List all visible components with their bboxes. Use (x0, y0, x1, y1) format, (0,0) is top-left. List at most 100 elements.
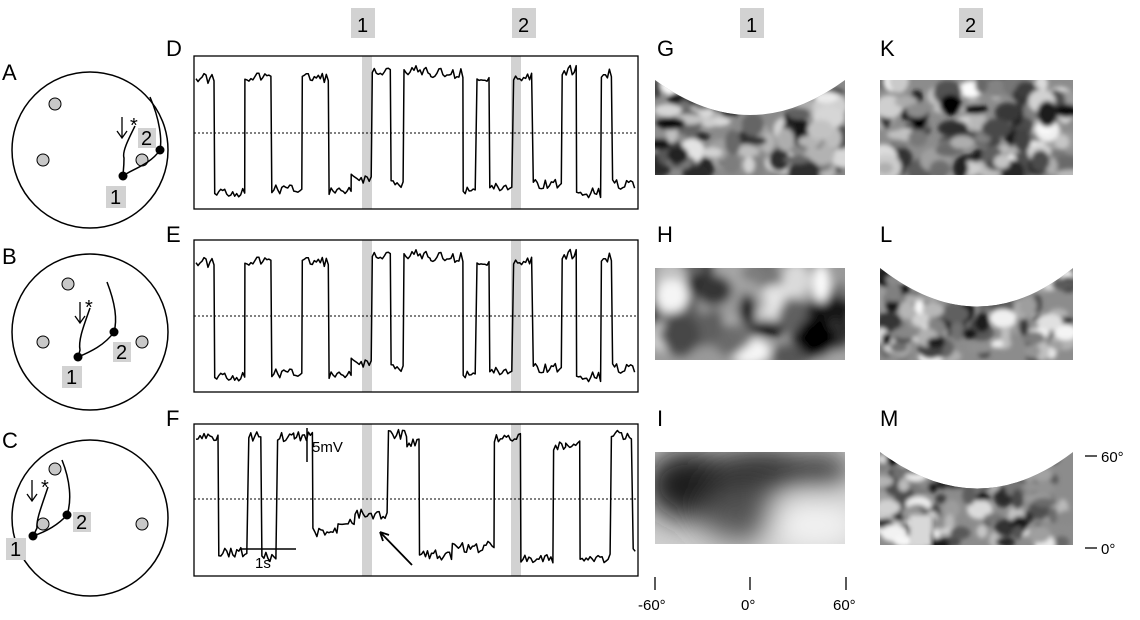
texture-patch (980, 286, 996, 302)
azimuth-tick-60: 60° (833, 597, 856, 614)
texture-patch (931, 537, 950, 545)
texture-patch (702, 96, 716, 107)
texture-patch (730, 80, 758, 96)
texture-patch (748, 320, 785, 338)
texture-patch (974, 312, 990, 333)
tag-box (113, 342, 131, 362)
texture-patch (668, 83, 699, 92)
arena-B: B * 1 2 (2, 244, 169, 411)
trace-tag-1: 1 (357, 15, 368, 37)
texture-patch (996, 536, 1015, 545)
texture-patch (983, 268, 999, 276)
landmark-dot (36, 335, 50, 349)
texture-patch (1020, 452, 1031, 467)
texture-patch (1008, 268, 1025, 275)
texture-patch (722, 153, 740, 174)
texture-patch (768, 148, 791, 172)
texture-patch (1019, 318, 1029, 336)
elevation-axis: 60° 0° (1085, 449, 1124, 558)
position-marker (62, 510, 72, 520)
texture-patch (884, 300, 901, 313)
tag-box (62, 366, 82, 388)
texture-patch (1056, 510, 1073, 526)
texture-patch (936, 454, 953, 469)
panel-letter-h: H (657, 222, 673, 247)
texture-patch (950, 473, 972, 485)
texture-patch (706, 86, 730, 112)
image-tag-1: 1 (746, 15, 757, 37)
texture-patch (975, 289, 993, 298)
texture-patch (699, 103, 715, 118)
texture-patch (881, 333, 892, 346)
texture-patch (1041, 452, 1061, 464)
texture-patch (967, 342, 994, 353)
image-column-tags: 1 2 (740, 8, 983, 38)
texture-patch (935, 494, 947, 504)
texture-patch (937, 472, 953, 481)
voltage-scale-label: 5mV (312, 439, 343, 456)
tag-box (512, 8, 536, 38)
tag-box (740, 8, 764, 38)
image-panel-L (880, 268, 1073, 360)
texture-patch (736, 84, 764, 98)
arena-tag-1: 1 (110, 187, 121, 209)
texture-patch (812, 268, 831, 303)
texture-patch (893, 535, 914, 545)
texture-patch (665, 80, 680, 92)
texture-patch (1028, 525, 1051, 543)
texture-patch (923, 271, 946, 284)
texture-patch (880, 162, 893, 175)
texture-patch (788, 80, 801, 98)
position-marker (109, 327, 119, 337)
texture-patch (1015, 81, 1036, 98)
start-marker (73, 352, 83, 362)
texture-patch (807, 119, 834, 140)
tag-box (73, 512, 91, 532)
texture-patch (951, 272, 969, 284)
texture-patch (993, 458, 1013, 475)
texture-patch (814, 91, 839, 104)
texture-patch (1006, 460, 1023, 473)
texture-patch (744, 136, 767, 146)
texture-patch (975, 80, 988, 94)
landmark-dot (61, 277, 75, 291)
texture-patch (981, 296, 1005, 304)
panel-letter-e: E (166, 222, 181, 247)
texture-patch (1032, 498, 1056, 508)
direction-arrow (74, 302, 86, 325)
texture-patch (1011, 525, 1024, 540)
texture-patch (775, 80, 788, 100)
texture-patch (807, 80, 822, 86)
image-panel-I (655, 452, 845, 544)
texture-patch (660, 313, 701, 356)
texture-patch (957, 275, 984, 296)
texture-patch (682, 84, 695, 95)
texture-patch (911, 313, 928, 327)
texture-patch (943, 499, 960, 518)
texture-patch (952, 471, 971, 480)
landmark-dot (48, 97, 62, 111)
texture-patch (691, 92, 715, 110)
texture-patch (1023, 452, 1041, 463)
arena-tag-1: 1 (10, 539, 21, 561)
texture-patch (985, 464, 1000, 485)
texture-patch (927, 268, 952, 275)
time-scale-label: 1s (255, 555, 271, 572)
texture-patch (727, 80, 751, 93)
arena-tag-2: 2 (141, 128, 152, 150)
texture-patch (984, 455, 1002, 472)
star-icon: * (85, 297, 93, 319)
texture-patch (892, 327, 920, 339)
voltage-trace (195, 428, 636, 564)
direction-arrow (116, 117, 128, 140)
arena-A: A * 1 2 (2, 60, 169, 229)
elevation-tick-0: 0° (1101, 541, 1115, 558)
texture-patch (1053, 324, 1073, 341)
texture-patch (655, 103, 682, 117)
texture-patch (880, 499, 901, 516)
texture-patch (1013, 128, 1032, 152)
image-panel-M (880, 452, 1073, 545)
texture-patch (729, 96, 741, 116)
texture-patch (964, 104, 988, 115)
texture-patch (993, 458, 1021, 474)
